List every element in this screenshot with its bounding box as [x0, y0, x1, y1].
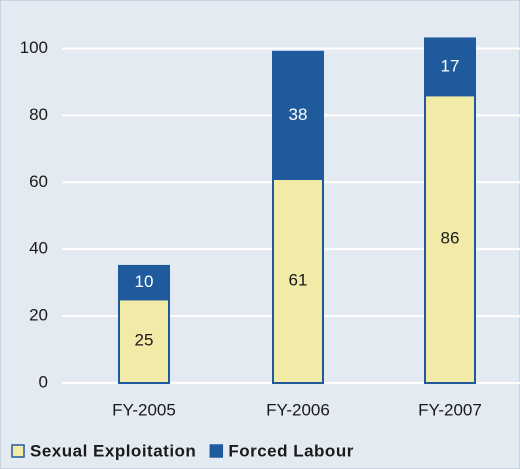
legend-label: Forced Labour: [228, 441, 354, 460]
data-label: 25: [135, 331, 154, 350]
data-label: 86: [441, 229, 460, 248]
legend-label: Sexual Exploitation: [30, 441, 196, 460]
legend-swatch: [209, 444, 224, 458]
y-tick-label: 20: [29, 306, 48, 325]
y-tick-label: 60: [29, 172, 48, 191]
data-label: 17: [441, 56, 460, 75]
x-tick-label: FY-2007: [418, 400, 482, 419]
bar-segment: [272, 50, 324, 180]
legend-swatch: [11, 444, 25, 458]
x-tick-label: FY-2006: [266, 400, 330, 419]
x-tick-label: FY-2005: [112, 400, 176, 419]
bar-segment: [118, 298, 170, 385]
data-label: 10: [135, 272, 154, 291]
bar-segment: [118, 264, 170, 301]
y-tick-label: 100: [20, 38, 48, 57]
bar-segment: [424, 37, 476, 97]
data-label: 38: [289, 105, 308, 124]
y-tick-label: 0: [39, 372, 48, 391]
bar-segment: [424, 94, 476, 384]
y-tick-label: 80: [29, 105, 48, 124]
data-label: 61: [289, 270, 308, 289]
y-tick-label: 40: [29, 239, 48, 258]
